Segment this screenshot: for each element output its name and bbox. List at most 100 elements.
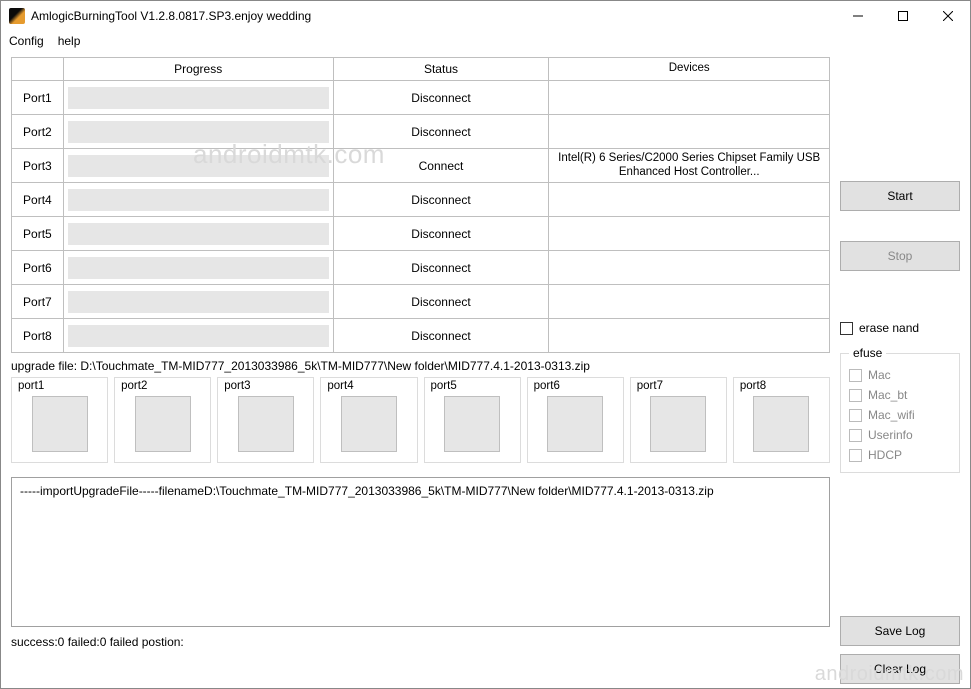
thumb-label: port7 bbox=[637, 380, 663, 392]
status-cell: Disconnect bbox=[333, 183, 549, 217]
table-row: Port1Disconnect bbox=[12, 81, 830, 115]
thumb-label: port4 bbox=[327, 380, 353, 392]
progress-bar bbox=[68, 291, 329, 313]
menu-config[interactable]: Config bbox=[9, 34, 44, 48]
header-blank bbox=[12, 58, 64, 81]
status-summary: success:0 failed:0 failed postion: bbox=[11, 635, 830, 649]
header-progress: Progress bbox=[63, 58, 333, 81]
right-panel: Start Stop erase nand efuse Mac Mac_bt bbox=[840, 57, 960, 684]
clear-log-button[interactable]: Clear Log bbox=[840, 654, 960, 684]
port-label: Port6 bbox=[12, 251, 64, 285]
menu-bar: Config help bbox=[1, 31, 970, 51]
thumb-label: port3 bbox=[224, 380, 250, 392]
window-controls bbox=[835, 1, 970, 31]
efuse-mac-bt-label: Mac_bt bbox=[868, 388, 907, 402]
efuse-group: efuse Mac Mac_bt Mac_wifi Userinfo bbox=[840, 353, 960, 473]
maximize-button[interactable] bbox=[880, 1, 925, 31]
status-cell: Disconnect bbox=[333, 217, 549, 251]
port-table: Progress Status Devices Port1DisconnectP… bbox=[11, 57, 830, 353]
thumb-placeholder bbox=[341, 396, 397, 452]
device-cell bbox=[549, 115, 830, 149]
port-thumbnail: port8 bbox=[733, 377, 830, 463]
progress-bar bbox=[68, 121, 329, 143]
progress-cell bbox=[63, 81, 333, 115]
save-log-button[interactable]: Save Log bbox=[840, 616, 960, 646]
efuse-group-label: efuse bbox=[849, 346, 886, 360]
port-thumbnail: port7 bbox=[630, 377, 727, 463]
upgrade-file-label: upgrade file: D:\Touchmate_TM-MID777_201… bbox=[11, 359, 830, 373]
checkbox-icon bbox=[849, 389, 862, 402]
progress-bar bbox=[68, 155, 329, 177]
log-output[interactable]: -----importUpgradeFile-----filenameD:\To… bbox=[11, 477, 830, 627]
status-cell: Connect bbox=[333, 149, 549, 183]
efuse-mac-checkbox[interactable]: Mac bbox=[849, 368, 951, 382]
content-area: androidmtk.com androidmtk.com Progress S… bbox=[1, 51, 970, 688]
minimize-button[interactable] bbox=[835, 1, 880, 31]
app-icon bbox=[9, 8, 25, 24]
checkbox-icon bbox=[849, 429, 862, 442]
progress-cell bbox=[63, 319, 333, 353]
port-label: Port8 bbox=[12, 319, 64, 353]
port-thumbnail: port5 bbox=[424, 377, 521, 463]
device-cell bbox=[549, 217, 830, 251]
table-row: Port8 Disconnect bbox=[12, 319, 830, 353]
table-row: Port5 Disconnect bbox=[12, 217, 830, 251]
checkbox-icon bbox=[849, 369, 862, 382]
port-thumbnails-row: port1 port2 port3 port4 port5 port6 port7 port8 bbox=[11, 377, 830, 463]
thumb-label: port8 bbox=[740, 380, 766, 392]
close-button[interactable] bbox=[925, 1, 970, 31]
efuse-userinfo-label: Userinfo bbox=[868, 428, 913, 442]
progress-bar bbox=[68, 325, 329, 347]
port-label: Port5 bbox=[12, 217, 64, 251]
table-row: Port4Disconnect bbox=[12, 183, 830, 217]
progress-cell bbox=[63, 285, 333, 319]
thumb-label: port6 bbox=[534, 380, 560, 392]
device-cell: Intel(R) 6 Series/C2000 Series Chipset F… bbox=[549, 149, 830, 183]
start-button[interactable]: Start bbox=[840, 181, 960, 211]
efuse-mac-label: Mac bbox=[868, 368, 891, 382]
menu-help[interactable]: help bbox=[58, 34, 81, 48]
progress-bar bbox=[68, 189, 329, 211]
status-cell: Disconnect bbox=[333, 115, 549, 149]
window-title: AmlogicBurningTool V1.2.8.0817.SP3.enjoy… bbox=[31, 9, 835, 23]
progress-cell bbox=[63, 251, 333, 285]
header-devices: Devices bbox=[549, 58, 830, 81]
port-label: Port3 bbox=[12, 149, 64, 183]
stop-button[interactable]: Stop bbox=[840, 241, 960, 271]
efuse-mac-bt-checkbox[interactable]: Mac_bt bbox=[849, 388, 951, 402]
thumb-placeholder bbox=[444, 396, 500, 452]
thumb-label: port2 bbox=[121, 380, 147, 392]
table-row: Port7Disconnect bbox=[12, 285, 830, 319]
efuse-mac-wifi-label: Mac_wifi bbox=[868, 408, 915, 422]
checkbox-icon bbox=[849, 409, 862, 422]
status-cell: Disconnect bbox=[333, 251, 549, 285]
thumb-placeholder bbox=[753, 396, 809, 452]
status-cell: Disconnect bbox=[333, 319, 549, 353]
port-label: Port7 bbox=[12, 285, 64, 319]
thumb-label: port1 bbox=[18, 380, 44, 392]
device-cell bbox=[549, 183, 830, 217]
port-label: Port2 bbox=[12, 115, 64, 149]
device-cell bbox=[549, 285, 830, 319]
progress-cell bbox=[63, 183, 333, 217]
table-row: Port6 Disconnect bbox=[12, 251, 830, 285]
table-row: Port3 ConnectIntel(R) 6 Series/C2000 Seri… bbox=[12, 149, 830, 183]
thumb-placeholder bbox=[547, 396, 603, 452]
status-cell: Disconnect bbox=[333, 81, 549, 115]
thumb-label: port5 bbox=[431, 380, 457, 392]
port-thumbnail: port6 bbox=[527, 377, 624, 463]
efuse-userinfo-checkbox[interactable]: Userinfo bbox=[849, 428, 951, 442]
port-thumbnail: port4 bbox=[320, 377, 417, 463]
header-status: Status bbox=[333, 58, 549, 81]
efuse-mac-wifi-checkbox[interactable]: Mac_wifi bbox=[849, 408, 951, 422]
checkbox-icon bbox=[849, 449, 862, 462]
progress-bar bbox=[68, 223, 329, 245]
progress-cell bbox=[63, 217, 333, 251]
progress-cell bbox=[63, 149, 333, 183]
checkbox-icon bbox=[840, 322, 853, 335]
progress-cell bbox=[63, 115, 333, 149]
port-thumbnail: port2 bbox=[114, 377, 211, 463]
efuse-hdcp-checkbox[interactable]: HDCP bbox=[849, 448, 951, 462]
erase-nand-checkbox[interactable]: erase nand bbox=[840, 321, 960, 335]
title-bar: AmlogicBurningTool V1.2.8.0817.SP3.enjoy… bbox=[1, 1, 970, 31]
